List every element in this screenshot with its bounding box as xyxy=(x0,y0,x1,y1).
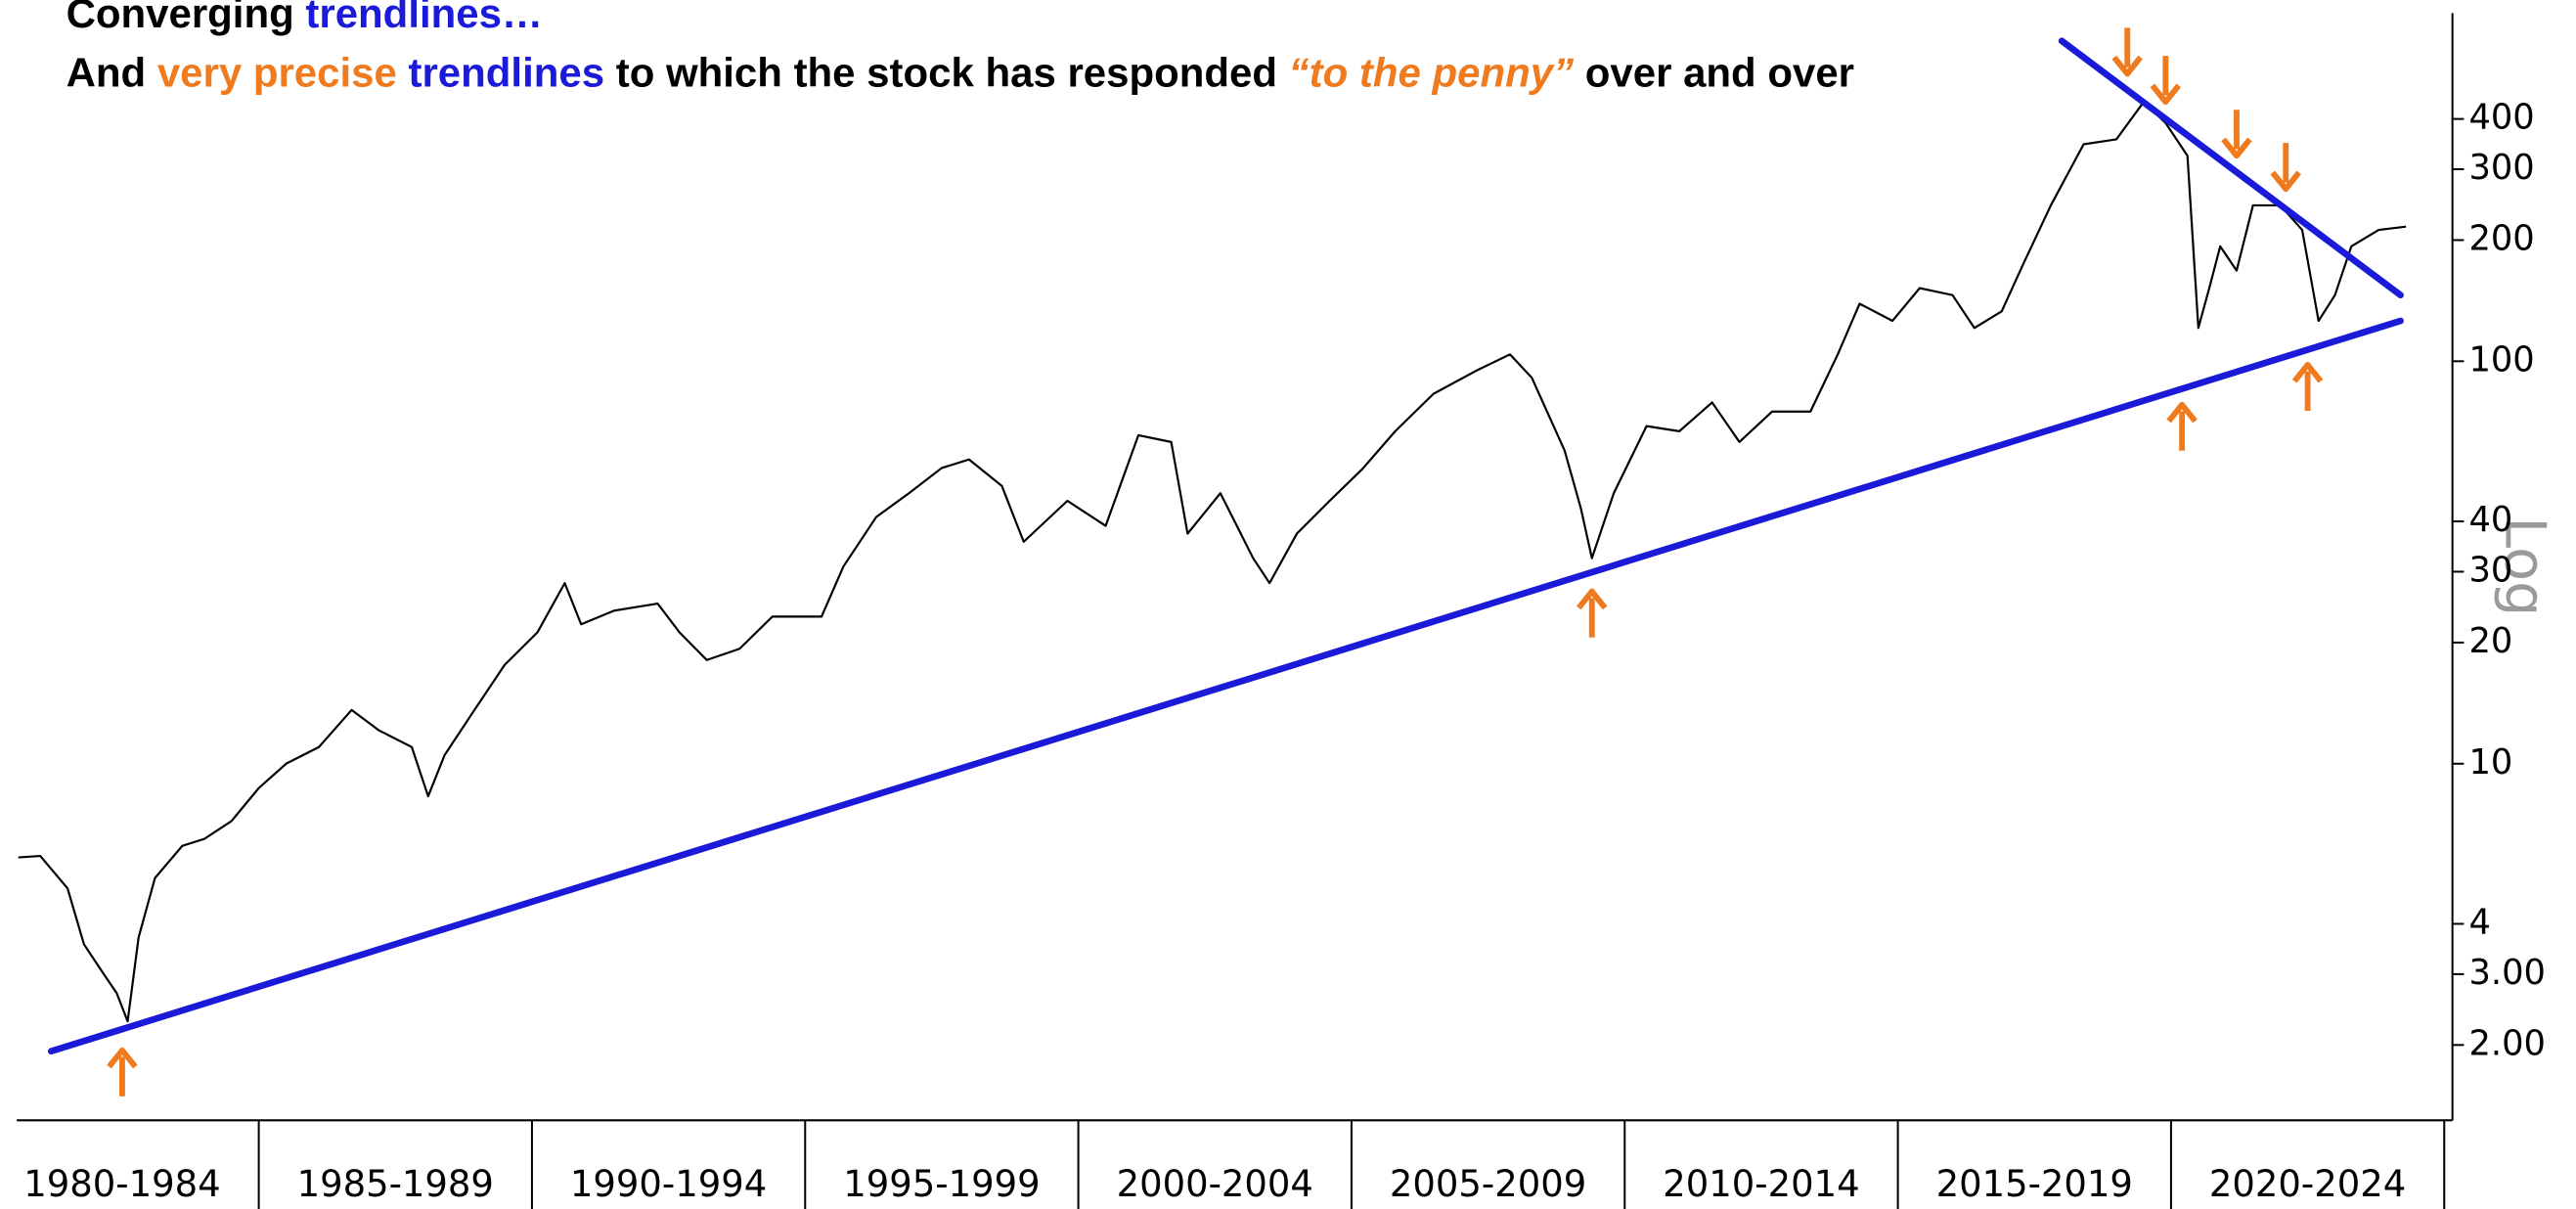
arrow xyxy=(2111,27,2143,77)
y-tick-label: 2.00 xyxy=(2468,1023,2546,1063)
arrow xyxy=(2221,110,2252,159)
title-segment: over and over xyxy=(1574,49,1854,95)
arrow-head xyxy=(1577,588,1608,610)
y-tick-label: 400 xyxy=(2468,98,2534,138)
title-segment: trendlines… xyxy=(305,0,543,36)
arrow xyxy=(2150,56,2182,106)
x-category-label: 2010-2014 xyxy=(1663,1163,1859,1205)
y-tick-label: 30 xyxy=(2468,550,2512,590)
y-tick-label: 10 xyxy=(2468,742,2512,783)
title-line: Converging trendlines… xyxy=(67,0,543,36)
x-category-label: 2005-2009 xyxy=(1390,1163,1586,1205)
arrow-head xyxy=(2270,170,2301,193)
trendline xyxy=(2058,37,2404,299)
y-tick-label: 3.00 xyxy=(2468,953,2546,993)
y-tick-label: 20 xyxy=(2468,621,2512,661)
arrow xyxy=(2166,401,2198,451)
arrow-head xyxy=(2221,137,2252,159)
arrow xyxy=(2291,361,2324,411)
x-category-label: 1990-1994 xyxy=(570,1163,767,1205)
price-line xyxy=(18,101,2407,1023)
y-tick-label: 200 xyxy=(2468,218,2534,258)
x-category-label: 1980-1984 xyxy=(23,1163,220,1205)
arrow-head xyxy=(107,1047,138,1069)
arrow-head xyxy=(2291,361,2324,383)
arrow xyxy=(2270,143,2301,193)
y-tick-label: 100 xyxy=(2468,339,2534,380)
title-segment: to which the stock has responded xyxy=(616,49,1289,95)
title-line: And very precise trendlines to which the… xyxy=(67,49,1854,95)
title-segment: And xyxy=(67,49,157,95)
arrow-head xyxy=(2166,401,2198,424)
y-tick-label: 4 xyxy=(2468,902,2490,942)
title-segment: trendlines xyxy=(408,49,615,95)
x-category-label: 2020-2024 xyxy=(2209,1163,2406,1205)
trendline xyxy=(47,317,2404,1055)
title-segment: “to the penny” xyxy=(1289,49,1574,95)
x-category-label: 2015-2019 xyxy=(1936,1163,2133,1205)
x-category-label: 2000-2004 xyxy=(1117,1163,1313,1205)
title-segment: very precise xyxy=(157,49,409,95)
arrow xyxy=(1577,588,1608,638)
scale-label: Log xyxy=(2493,516,2557,616)
arrow xyxy=(107,1047,138,1097)
y-tick-label: 300 xyxy=(2468,148,2534,188)
arrow-head xyxy=(2111,55,2143,77)
title-segment: Converging xyxy=(67,0,306,36)
x-category-label: 1985-1989 xyxy=(297,1163,494,1205)
y-tick-label: 40 xyxy=(2468,500,2512,540)
x-category-label: 1995-1999 xyxy=(843,1163,1040,1205)
arrow-head xyxy=(2150,83,2182,106)
